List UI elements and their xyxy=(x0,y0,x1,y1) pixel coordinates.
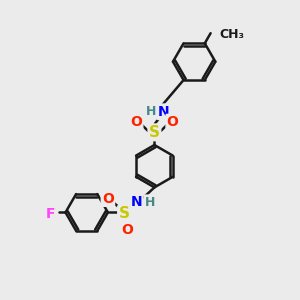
Text: S: S xyxy=(118,206,130,221)
Text: N: N xyxy=(158,105,170,119)
Text: H: H xyxy=(145,196,155,208)
Text: O: O xyxy=(121,223,133,237)
Text: O: O xyxy=(102,192,114,206)
Text: CH₃: CH₃ xyxy=(219,28,244,41)
Text: S: S xyxy=(149,125,160,140)
Text: F: F xyxy=(46,207,56,221)
Text: H: H xyxy=(146,105,156,118)
Text: N: N xyxy=(130,195,142,209)
Text: O: O xyxy=(167,115,178,129)
Text: O: O xyxy=(130,115,142,129)
